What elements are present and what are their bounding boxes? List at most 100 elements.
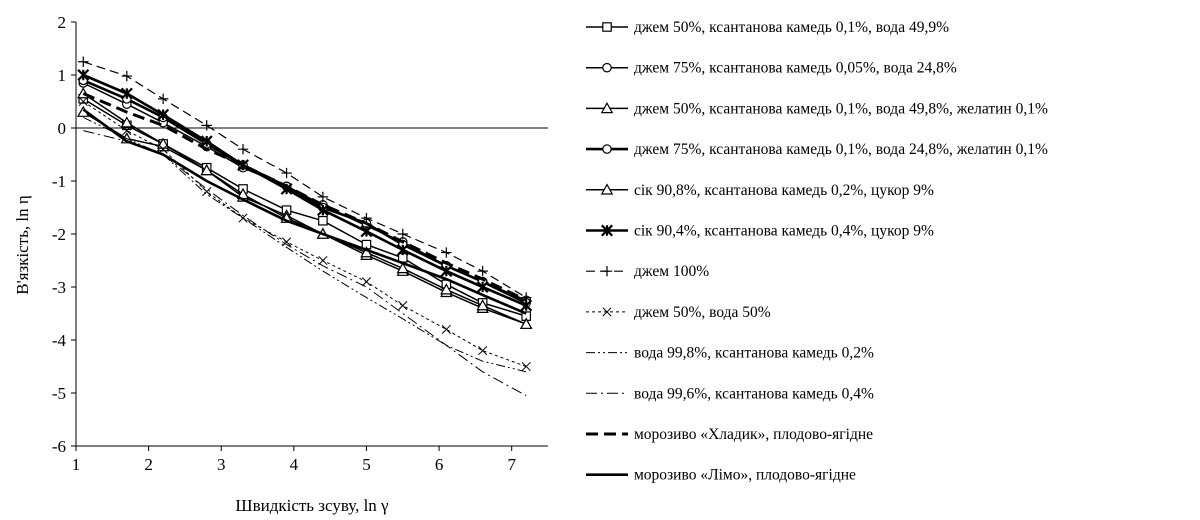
legend-item-12: морозиво «Лімо», плодово-ягідне: [586, 467, 856, 484]
data-point: [316, 204, 329, 217]
legend-label: вода 99,8%, ксантанова камедь 0,2%: [634, 345, 874, 362]
data-point: [441, 247, 452, 258]
x-tick-label: 1: [72, 455, 81, 474]
data-point: [440, 265, 453, 278]
y-tick-label: -4: [52, 331, 67, 350]
series-12: [82, 108, 527, 315]
series-10: [83, 130, 527, 397]
data-point: [396, 262, 409, 274]
data-point: [200, 163, 213, 176]
data-point: [398, 300, 408, 311]
data-point: [237, 159, 249, 172]
data-point: [200, 135, 213, 148]
data-point: [361, 277, 372, 287]
series-line: [82, 98, 527, 317]
data-point: [282, 237, 292, 247]
y-axis-title: В'язкість, ln η: [13, 195, 32, 295]
data-point: [521, 361, 531, 372]
y-tick-label: 1: [58, 66, 67, 85]
y-tick-label: -2: [52, 225, 66, 244]
legend-marker: [602, 307, 612, 317]
legend-marker: [600, 183, 614, 195]
data-point: [158, 144, 168, 154]
legend-item-1: джем 50%, ксантанова камедь 0,1%, вода 4…: [586, 19, 949, 36]
data-point: [120, 116, 134, 128]
x-tick-label: 4: [290, 455, 299, 474]
legend-item-10: вода 99,6%, ксантанова камедь 0,4%: [586, 385, 874, 402]
series-line: [82, 92, 527, 302]
legend-marker: [601, 266, 613, 277]
x-tick-label: 6: [435, 455, 444, 474]
legend-label: сік 90,8%, ксантанова камедь 0,2%, цукор…: [634, 182, 934, 199]
y-tick-label: -1: [52, 172, 66, 191]
x-tick-label: 5: [362, 455, 371, 474]
data-point: [202, 187, 212, 197]
series-6: [77, 69, 533, 312]
series-line: [82, 111, 527, 325]
data-point: [157, 93, 169, 105]
legend-item-3: джем 50%, ксантанова камедь 0,1%, вода 4…: [586, 100, 1048, 117]
legend-item-7: джем 100%: [586, 263, 709, 280]
legend: джем 50%, ксантанова камедь 0,1%, вода 4…: [586, 19, 1048, 484]
series-8: [78, 96, 531, 372]
data-point: [121, 70, 133, 82]
data-point: [440, 283, 453, 295]
series-line: [82, 108, 527, 315]
data-point: [77, 69, 90, 81]
legend-marker: [602, 62, 612, 73]
data-point: [317, 191, 329, 203]
x-tick-label: 2: [144, 455, 153, 474]
data-point: [78, 56, 89, 67]
legend-label: морозиво «Хладик», плодово-ягідне: [634, 426, 873, 443]
y-tick-label: -3: [52, 278, 66, 297]
data-point: [238, 213, 248, 223]
legend-label: джем 75%, ксантанова камедь 0,1%, вода 2…: [634, 141, 1048, 158]
legend-label: джем 50%, ксантанова камедь 0,1%, вода 4…: [634, 100, 1048, 117]
data-point: [318, 215, 328, 226]
legend-item-9: вода 99,8%, ксантанова камедь 0,2%: [586, 345, 874, 362]
legend-label: джем 100%: [634, 263, 709, 280]
legend-marker: [602, 22, 612, 32]
series-line: [83, 116, 527, 373]
legend-item-8: джем 50%, вода 50%: [586, 304, 771, 321]
legend-marker: [601, 224, 613, 237]
series-line: [82, 73, 527, 307]
data-point: [519, 317, 533, 329]
data-point: [521, 292, 532, 303]
legend-item-2: джем 75%, ксантанова камедь 0,05%, вода …: [586, 60, 957, 77]
series-4: [78, 75, 532, 308]
data-point: [476, 281, 489, 293]
series-7: [78, 56, 532, 303]
plot-area: [77, 56, 533, 397]
data-point: [477, 265, 488, 277]
data-point: [201, 120, 212, 131]
legend-label: вода 99,6%, ксантанова камедь 0,4%: [634, 385, 874, 402]
axes: 2 1 0 -1 -2 -3 -4 -5 -6 1 2 3 4 5 6 7: [52, 13, 548, 474]
data-point: [441, 324, 451, 334]
data-point: [396, 243, 409, 256]
y-tick-label: -6: [52, 437, 66, 456]
series-line: [83, 101, 527, 367]
legend-label: джем 75%, ксантанова камедь 0,05%, вода …: [634, 60, 957, 77]
legend-item-4: джем 75%, ксантанова камедь 0,1%, вода 2…: [586, 141, 1048, 158]
data-point: [318, 255, 328, 266]
legend-marker: [602, 144, 612, 154]
x-tick-label: 7: [507, 455, 516, 474]
data-point: [157, 108, 170, 121]
legend-label: сік 90,4%, ксантанова камедь 0,4%, цукор…: [634, 223, 934, 240]
data-point: [120, 87, 133, 100]
y-tick-label: -5: [52, 384, 66, 403]
series-11: [82, 92, 527, 302]
data-point: [237, 144, 249, 155]
data-point: [361, 212, 372, 224]
legend-item-6: сік 90,4%, ксантанова камедь 0,4%, цукор…: [586, 223, 934, 240]
y-tick-label: 2: [58, 13, 67, 32]
legend-label: морозиво «Лімо», плодово-ягідне: [634, 467, 856, 484]
data-point: [476, 299, 489, 311]
data-point: [397, 228, 408, 240]
legend-item-5: сік 90,8%, ксантанова камедь 0,2%, цукор…: [586, 182, 934, 199]
x-tick-label: 3: [217, 455, 226, 474]
data-point: [281, 167, 292, 179]
